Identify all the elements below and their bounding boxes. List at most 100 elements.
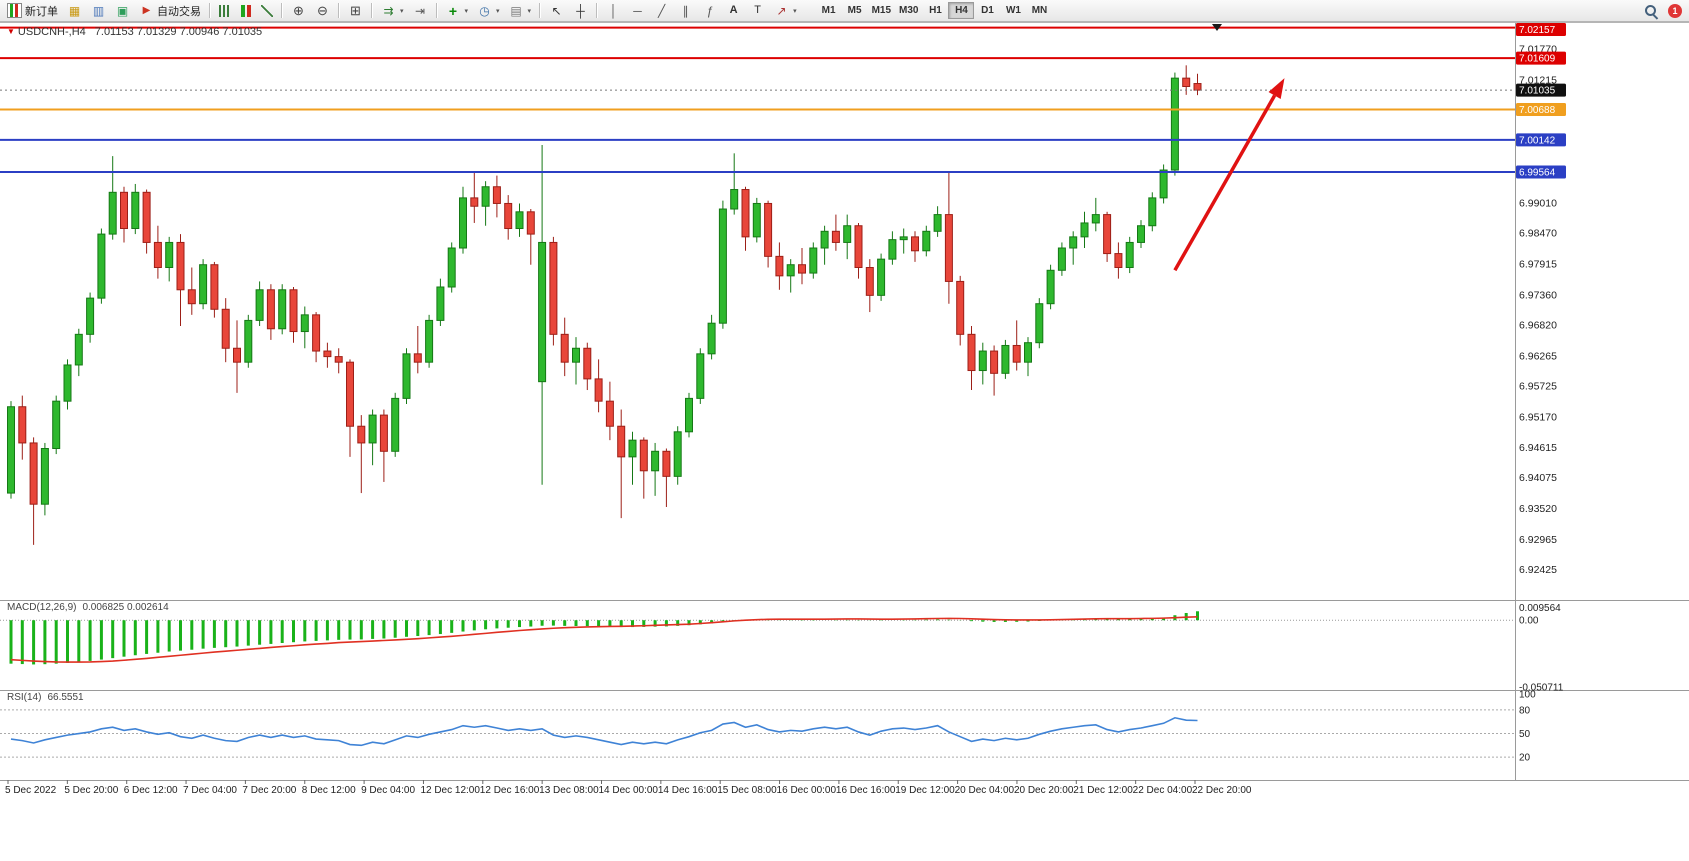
text-tool-button[interactable]: A [722, 2, 745, 20]
candle [413, 325, 422, 374]
chart-shift-marker[interactable] [1212, 24, 1222, 31]
timeframe-button-d1[interactable]: D1 [974, 2, 1000, 19]
candle [312, 312, 321, 363]
date-label: 19 Dec 12:00 [895, 785, 955, 796]
channel-tool-button[interactable]: ∥ [674, 2, 697, 20]
price-axis-label: 7.01215 [1519, 75, 1557, 87]
price-axis-label: 6.95725 [1519, 380, 1557, 392]
line-chart-style-button[interactable] [257, 2, 277, 20]
candle [718, 200, 727, 329]
candle [933, 206, 942, 237]
candle [594, 359, 603, 413]
new-order-button[interactable]: 新订单 [3, 2, 62, 20]
candle [538, 144, 547, 485]
chevron-down-icon: ▾ [496, 7, 500, 15]
notification-badge[interactable]: 1 [1668, 3, 1682, 18]
timeframe-button-m30[interactable]: M30 [895, 2, 922, 19]
candle [560, 317, 569, 377]
bar-chart-style-button[interactable] [215, 2, 235, 20]
horizontal-line-tool-button[interactable]: ─ [626, 2, 649, 20]
toolbar-separator [281, 3, 283, 18]
periods-button[interactable]: ◷ ▾ [473, 2, 504, 20]
candle [425, 314, 434, 368]
timeframe-button-m1[interactable]: M1 [816, 2, 842, 19]
candle [278, 284, 287, 335]
candle [7, 401, 15, 499]
rsi-axis-label: 100 [1519, 690, 1536, 701]
candle [1103, 211, 1112, 262]
timeframe-button-m15[interactable]: M15 [868, 2, 895, 19]
toolbar-separator [209, 3, 211, 18]
trendline-tool-button[interactable]: ╱ [650, 2, 673, 20]
candle [459, 186, 467, 254]
tile-windows-icon: ⊞ [350, 3, 361, 18]
candlestick-style-button[interactable] [236, 2, 256, 20]
candle [685, 392, 693, 438]
candle [63, 359, 72, 410]
date-label: 9 Dec 04:00 [361, 785, 415, 796]
price-axis-label: 6.96265 [1519, 350, 1557, 362]
rsi-axis-label: 50 [1519, 729, 1531, 740]
candle [221, 298, 230, 363]
chevron-down-icon: ▾ [464, 7, 469, 15]
candle [153, 225, 162, 279]
candle [481, 181, 490, 226]
candle [786, 259, 795, 293]
charts-grid-button[interactable]: ▦ [63, 2, 86, 20]
candle [176, 234, 185, 326]
tile-windows-button[interactable]: ⊞ [344, 2, 367, 20]
timeframe-button-mn[interactable]: MN [1026, 2, 1052, 19]
candle [707, 314, 716, 360]
date-label: 5 Dec 2022 [5, 785, 57, 796]
crosshair-tool-button[interactable]: ┼ [569, 2, 592, 20]
fibonacci-tool-button[interactable]: ƒ [698, 2, 721, 20]
autotrading-button[interactable]: ▶ 自动交易 [135, 2, 205, 20]
current-price-badge [1516, 83, 1566, 97]
candle [357, 415, 366, 494]
market-watch-button[interactable]: ▣ [111, 2, 134, 20]
chevron-down-icon: ▾ [527, 7, 532, 15]
cursor-tool-button[interactable]: ↖ [545, 2, 568, 20]
zoom-in-button[interactable]: ⊕ [287, 2, 310, 20]
label-tool-icon: T [754, 4, 761, 16]
zoom-out-button[interactable]: ⊖ [311, 2, 334, 20]
candle [911, 231, 919, 262]
candle [18, 395, 27, 460]
indicators-button[interactable]: + ▾ [442, 2, 473, 20]
timeframe-button-m5[interactable]: M5 [842, 2, 868, 19]
profiles-button[interactable]: ▥ [87, 2, 110, 20]
candle [131, 183, 140, 235]
candle [798, 248, 806, 285]
candle [334, 348, 343, 374]
candle [40, 442, 49, 516]
candle [379, 409, 388, 482]
label-tool-button[interactable]: T [746, 2, 769, 20]
price-badge-label: 6.99564 [1519, 168, 1556, 179]
candle [899, 228, 908, 254]
candle [775, 242, 784, 290]
search-button[interactable] [1640, 2, 1662, 20]
search-icon [1644, 4, 1658, 18]
timeframe-button-h4[interactable]: H4 [948, 2, 975, 19]
price-badge [1516, 102, 1566, 116]
rsi-axis-label: 80 [1519, 705, 1531, 716]
rsi-line [10, 716, 1198, 747]
candle [97, 228, 106, 304]
rsi-axis-label: 20 [1519, 753, 1531, 764]
candle [583, 342, 592, 391]
timeframe-button-h1[interactable]: H1 [922, 2, 948, 19]
templates-button[interactable]: ▤ ▾ [505, 2, 536, 20]
candle [662, 448, 671, 507]
candle [1080, 211, 1089, 249]
candle [210, 261, 219, 318]
vertical-line-tool-button[interactable]: │ [602, 2, 625, 20]
trend-arrow[interactable] [1173, 78, 1285, 272]
arrows-tool-button[interactable]: ↗ ▾ [770, 2, 801, 20]
auto-scroll-button[interactable]: ⇉ ▾ [377, 2, 408, 20]
date-label: 16 Dec 16:00 [836, 785, 896, 796]
chart-shift-button[interactable]: ⇥ [409, 2, 432, 20]
indicators-plus-icon: + [448, 2, 458, 19]
timeframe-button-w1[interactable]: W1 [1000, 2, 1026, 19]
timeframe-toolbar: M1 M5 M15 M30 H1 H4 D1 W1 MN [816, 2, 1053, 19]
